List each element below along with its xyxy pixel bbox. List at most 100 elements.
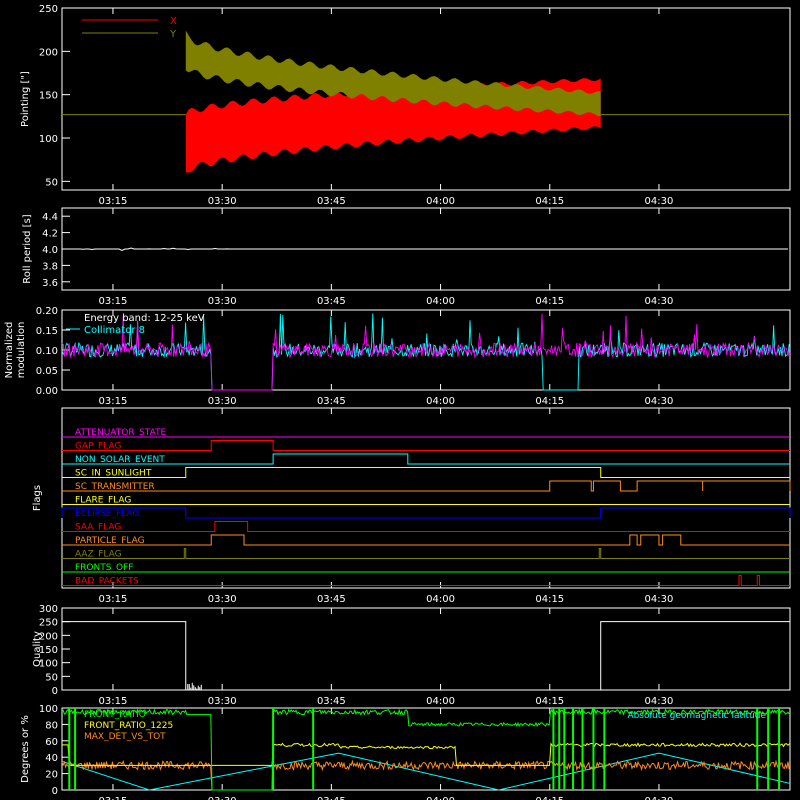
x-tick-label: 04:30 [645,196,674,207]
y-tick-label: 300 [39,604,58,615]
x-tick-label: 03:30 [208,196,237,207]
x-tick-label: 04:30 [645,296,674,307]
legend-front-ratio: FRONT_RATIO [84,710,146,720]
y-tick-label: 0.15 [36,326,58,337]
quality-segment [62,621,187,690]
y-axis-label-line2: modulation [16,322,27,379]
y-tick-label: 0 [52,686,58,697]
flag-line [62,548,790,559]
legend-geomag-latitude: Absolute geomagnetic latitude [627,711,766,721]
y-tick-label: 3.8 [42,261,58,272]
x-tick-label: 03:15 [99,594,128,605]
y-tick-label: 150 [39,91,58,102]
x-tick-label: 03:30 [208,696,237,707]
y-tick-label: 0.10 [36,346,58,357]
y-tick-label: 4.0 [42,245,58,256]
geomag-latitude-line [61,752,791,791]
y-tick-label: 200 [39,47,58,58]
front-ratio-1225-line [62,742,790,766]
x-tick-label: 04:15 [535,594,564,605]
flag-label: SAA_FLAG [75,523,121,533]
x-tick-label: 03:45 [317,296,346,307]
x-tick-label: 03:30 [208,594,237,605]
legend-front-ratio-1225: FRONT_RATIO_1225 [84,721,173,731]
max-det-line [61,759,790,791]
x-tick-label: 03:15 [99,796,128,800]
x-tick-label: 04:00 [426,696,455,707]
y-axis-label: Pointing ["] [20,71,31,127]
flag-label: SC_TRANSMITTER [75,482,155,492]
y-tick-label: 40 [45,753,58,764]
roll-period-line [62,247,788,251]
flag-label: FRONTS_OFF [75,563,133,573]
x-tick-label: 03:45 [317,696,346,707]
x-tick-label: 04:00 [426,296,455,307]
modulation-magenta-line [61,313,790,391]
degrees-panel: 03:15 03:30 03:45 04:00 04:15 04:30 0 20 40 60 80 1… [20,704,791,800]
y-axis-label-line1: Normalized [4,322,15,379]
flag-label: SC_IN_SUNLIGHT [75,469,152,479]
modulation-cyan-line [61,313,790,391]
flag-label: ECLIPSE_FLAG [75,509,139,519]
flag-label: PARTICLE_FLAG [75,536,145,546]
modulation-panel: 03:15 03:30 03:45 04:00 04:15 04:30 0.00 0.05 0.… [4,306,791,407]
y-tick-label: 200 [39,631,58,642]
x-tick-label: 03:45 [317,594,346,605]
flag-label: BAD_PACKETS [75,577,139,587]
x-tick-label: 03:15 [99,296,128,307]
quality-segment [600,621,790,690]
x-tick-label: 03:45 [317,796,346,800]
x-tick-label: 04:15 [535,196,564,207]
x-tick-label: 03:30 [208,296,237,307]
x-tick-label: 04:15 [535,796,564,800]
plot-frame [61,707,791,791]
x-tick-label: 03:45 [317,396,346,407]
y-tick-label: 50 [45,672,58,683]
y-tick-label: 80 [45,720,58,731]
x-tick-label: 04:00 [426,796,455,800]
x-tick-label: 03:15 [99,396,128,407]
x-tick-label: 04:30 [645,594,674,605]
quality-spikes [187,682,202,690]
y-tick-label: 250 [39,4,58,15]
y-tick-label: 3.6 [42,278,58,289]
x-tick-label: 03:15 [99,696,128,707]
x-tick-label: 04:00 [426,196,455,207]
flag-line [62,521,790,532]
flag-line [62,575,790,586]
x-tick-label: 04:00 [426,594,455,605]
front-ratio-line [61,708,790,791]
y-tick-label: 20 [45,770,58,781]
y-tick-label: 4.4 [42,212,58,223]
x-tick-label: 04:15 [535,396,564,407]
flag-label: GAP_FLAG [75,442,121,452]
roll-period-panel: 03:15 03:30 03:45 04:00 04:15 04:30 3.6 3.8 4.0 4… [22,207,791,307]
flag-label: FLARE_FLAG [75,496,131,506]
y-tick-label: 0.05 [36,366,58,377]
y-axis-label: Roll period [s] [22,214,33,283]
flag-label: AAZ_FLAG [75,550,122,560]
y-tick-label: 0.00 [36,386,58,397]
collimator-annotation: Collimator 8 [84,325,145,336]
flag-line [62,440,790,451]
y-tick-label: 150 [39,645,58,656]
flag-label: ATTENUATOR_STATE [75,428,167,438]
flag-label: NON_SOLAR_EVENT [75,455,165,465]
flags-panel: 03:15 03:30 03:45 04:00 04:15 04:30 Flags ATTEN… [32,407,791,605]
x-tick-label: 03:30 [208,396,237,407]
y-tick-label: 0.20 [36,306,58,317]
x-tick-label: 04:00 [426,396,455,407]
flag-line [62,453,790,465]
y-tick-label: 100 [39,704,58,715]
flag-line [62,534,790,546]
y-axis-label: Flags [32,485,43,511]
x-tick-label: 04:15 [535,296,564,307]
y-axis-label: Degrees or % [20,715,31,783]
series-y-envelope [185,30,601,117]
flag-line [62,467,790,478]
plot-frame [61,607,791,691]
x-tick-label: 03:15 [99,196,128,207]
legend-label: X [170,16,177,27]
legend-label: Y [169,29,177,40]
